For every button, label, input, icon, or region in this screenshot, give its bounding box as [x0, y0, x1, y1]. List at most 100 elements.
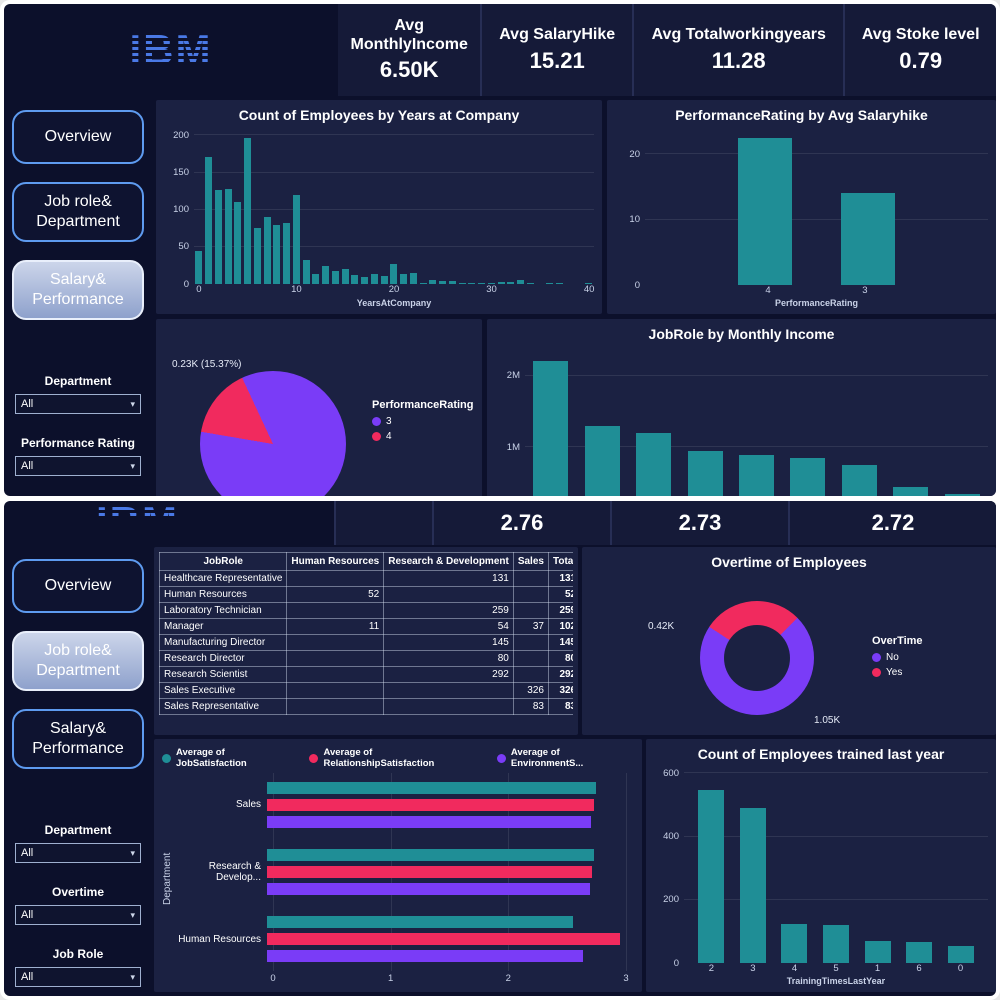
- department-dropdown[interactable]: All ▾: [15, 843, 141, 863]
- bar[interactable]: [224, 188, 232, 284]
- table-row[interactable]: Sales Executive 326326: [159, 682, 573, 699]
- bar[interactable]: [267, 798, 594, 811]
- bar[interactable]: [944, 493, 980, 496]
- table-row[interactable]: Manager115437102: [159, 618, 573, 635]
- bar[interactable]: [738, 454, 774, 496]
- bar[interactable]: [400, 273, 408, 284]
- table-row[interactable]: Healthcare Representative 131 131: [159, 570, 573, 587]
- bar[interactable]: [267, 848, 594, 861]
- satisfaction-by-department-chart[interactable]: Department Sales Research & Develop... Huma…: [162, 771, 634, 986]
- table-row[interactable]: Sales Representative 8383: [159, 698, 573, 715]
- bar[interactable]: [497, 281, 505, 284]
- legend-item[interactable]: Average of JobSatisfaction: [162, 747, 297, 769]
- bar[interactable]: [948, 945, 974, 963]
- bar[interactable]: [267, 815, 592, 828]
- bar[interactable]: [439, 281, 447, 284]
- bar[interactable]: [526, 283, 534, 284]
- table-row[interactable]: Research Director 80 80: [159, 650, 573, 667]
- legend-item[interactable]: Average of EnvironmentS...: [496, 747, 634, 769]
- overtime-donut-chart[interactable]: [700, 601, 814, 715]
- job-role-dropdown[interactable]: All ▾: [15, 967, 141, 987]
- bar[interactable]: [893, 486, 929, 496]
- bar[interactable]: [738, 138, 792, 285]
- bar[interactable]: [584, 425, 620, 496]
- bar[interactable]: [823, 925, 849, 963]
- bar[interactable]: [419, 282, 427, 284]
- bar[interactable]: [841, 192, 895, 285]
- performance-rating-dropdown[interactable]: All ▾: [15, 456, 141, 476]
- bar[interactable]: [390, 263, 398, 284]
- department-dropdown[interactable]: All ▾: [15, 394, 141, 414]
- overtime-dropdown[interactable]: All ▾: [15, 905, 141, 925]
- bar[interactable]: [468, 282, 476, 284]
- bar[interactable]: [517, 280, 525, 284]
- bar[interactable]: [409, 272, 417, 284]
- bar[interactable]: [687, 450, 723, 496]
- bar[interactable]: [739, 807, 766, 963]
- plot-area[interactable]: [684, 767, 988, 963]
- bar[interactable]: [790, 458, 826, 496]
- bar[interactable]: [507, 281, 515, 284]
- bar[interactable]: [906, 942, 933, 963]
- bar[interactable]: [195, 251, 203, 284]
- jobrole-income-chart[interactable]: 0M1M2M: [495, 347, 988, 496]
- table-row[interactable]: Human Resources5252: [159, 586, 573, 603]
- bar[interactable]: [312, 273, 320, 284]
- performance-rating-pie-chart[interactable]: [200, 371, 346, 496]
- nav-salary-performance[interactable]: Salary& Performance: [12, 260, 144, 320]
- bar[interactable]: [458, 282, 466, 284]
- bar[interactable]: [380, 275, 388, 284]
- bar[interactable]: [361, 277, 369, 284]
- plot-area[interactable]: Sales Research & Develop... Human Resource…: [177, 771, 634, 973]
- legend-item[interactable]: No: [872, 652, 923, 663]
- bar[interactable]: [585, 283, 593, 284]
- bar[interactable]: [781, 924, 808, 963]
- nav-jobrole-department[interactable]: Job role& Department: [12, 631, 144, 691]
- plot-area[interactable]: [525, 347, 988, 496]
- bar[interactable]: [864, 940, 891, 963]
- bar[interactable]: [478, 282, 486, 284]
- bar[interactable]: [546, 282, 554, 284]
- bar[interactable]: [370, 274, 378, 284]
- legend-item[interactable]: 4: [372, 431, 473, 442]
- bar[interactable]: [636, 433, 672, 496]
- performance-salaryhike-chart[interactable]: 0 10 20 4 3 PerformanceRating: [615, 128, 988, 308]
- nav-salary-performance[interactable]: Salary& Performance: [12, 709, 144, 769]
- bar[interactable]: [533, 361, 569, 496]
- bar[interactable]: [267, 916, 574, 929]
- bar[interactable]: [267, 950, 583, 963]
- bar[interactable]: [556, 283, 564, 284]
- bar[interactable]: [205, 156, 213, 284]
- legend-item[interactable]: Yes: [872, 667, 923, 678]
- bar[interactable]: [253, 227, 261, 284]
- table-row[interactable]: Research Scientist 292 292: [159, 666, 573, 683]
- bar[interactable]: [267, 865, 593, 878]
- table-row[interactable]: Manufacturing Director 145 145: [159, 634, 573, 651]
- bar[interactable]: [841, 465, 877, 496]
- bar[interactable]: [331, 270, 339, 284]
- table-row[interactable]: Laboratory Technician 259 259: [159, 602, 573, 619]
- bar[interactable]: [351, 275, 359, 284]
- bar[interactable]: [214, 189, 222, 284]
- bar[interactable]: [244, 138, 252, 284]
- bar[interactable]: [263, 217, 271, 284]
- nav-overview[interactable]: Overview: [12, 110, 144, 164]
- bar[interactable]: [487, 282, 495, 284]
- legend-item[interactable]: Average of RelationshipSatisfaction: [309, 747, 484, 769]
- jobrole-matrix[interactable]: JobRole Human Resources Research & Develop…: [159, 552, 573, 730]
- years-at-company-chart[interactable]: 0 50 100 150 200 0 10 20 30 40 YearsAtCompany: [164, 128, 594, 308]
- legend-item[interactable]: 3: [372, 416, 473, 427]
- bar[interactable]: [698, 790, 724, 963]
- plot-area[interactable]: [194, 128, 594, 284]
- nav-jobrole-department[interactable]: Job role& Department: [12, 182, 144, 242]
- bar[interactable]: [234, 202, 242, 284]
- bar[interactable]: [283, 223, 291, 284]
- bar[interactable]: [292, 194, 300, 284]
- bar[interactable]: [267, 882, 591, 895]
- bar[interactable]: [322, 266, 330, 284]
- bar[interactable]: [273, 224, 281, 284]
- bar[interactable]: [267, 781, 597, 794]
- bar[interactable]: [302, 260, 310, 284]
- bar[interactable]: [448, 281, 456, 284]
- bar[interactable]: [429, 279, 437, 284]
